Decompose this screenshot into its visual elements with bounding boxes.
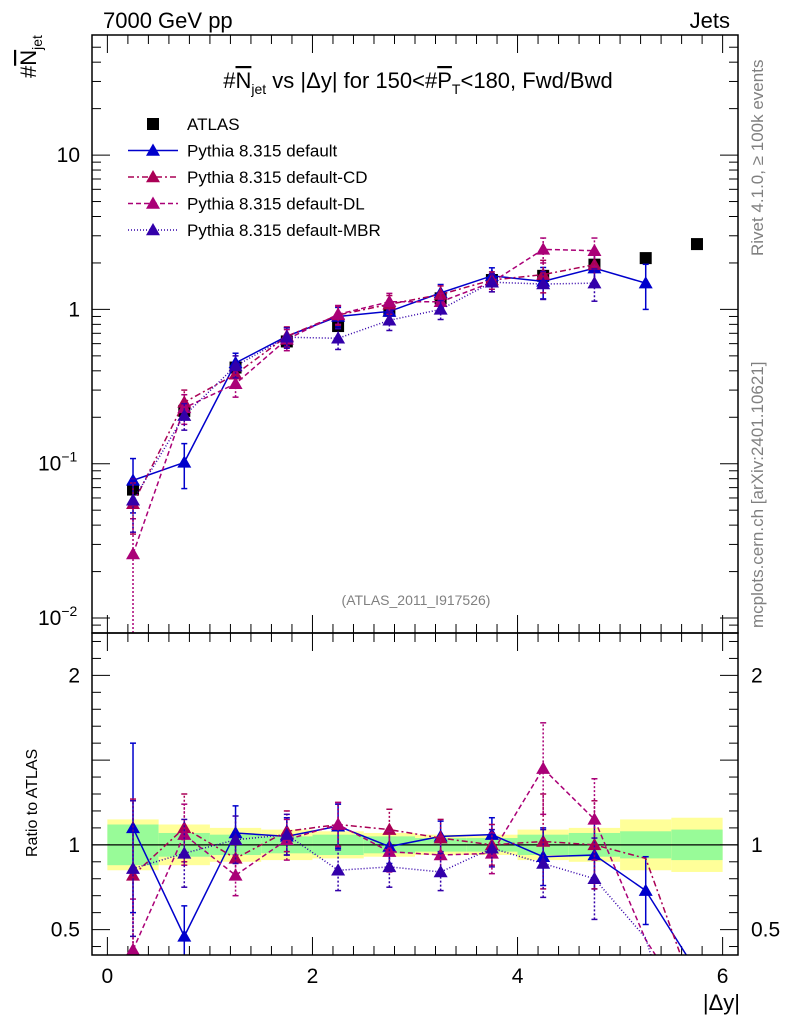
- data-point: [126, 493, 141, 506]
- ratio-line: [132, 823, 682, 955]
- ratio-point: [536, 856, 551, 869]
- legend-marker: [146, 196, 160, 209]
- data-point: [331, 331, 346, 344]
- data-point: [382, 294, 397, 308]
- ratio-ylabel: Ratio to ATLAS: [24, 749, 41, 857]
- data-point: [638, 276, 653, 289]
- ratio-point: [382, 822, 397, 835]
- ratio-plot-layer: 0.5 0.5 1 1 2 2 0 2 4 6: [51, 633, 780, 988]
- legend-label: Pythia 8.315 default: [187, 142, 338, 161]
- series-line: [132, 263, 595, 505]
- data-point: [279, 330, 294, 343]
- ratio-point: [228, 832, 243, 846]
- ratio-point: [536, 761, 551, 774]
- ratio-line: [132, 767, 657, 955]
- ratio-y-tick-label-right: 1: [751, 834, 763, 857]
- ratio-point: [331, 863, 346, 876]
- rivet-label: Rivet 4.1.0, ≥ 100k events: [748, 60, 767, 256]
- ratio-line: [132, 825, 688, 955]
- mcplots-label: mcplots.cern.ch [arXiv:2401.10621]: [748, 362, 767, 628]
- ratio-point: [433, 864, 448, 878]
- legend-marker: [146, 143, 160, 156]
- data-point: [536, 242, 551, 255]
- header-left: 7000 GeV pp: [103, 8, 233, 33]
- ratio-point: [177, 846, 192, 859]
- ratio-point: [587, 871, 602, 884]
- ratio-point: [228, 868, 243, 881]
- ratio-frame: [91, 632, 739, 956]
- series-default: [126, 252, 653, 514]
- data-point: [177, 455, 192, 468]
- x-axis-label: |Δy|: [703, 990, 740, 1015]
- legend-label: Pythia 8.315 default-MBR: [187, 221, 381, 240]
- legend-marker: [146, 170, 160, 183]
- data-point: [433, 302, 448, 315]
- y-tick-label: 10−2: [38, 603, 78, 630]
- data-point: [587, 243, 602, 256]
- ratio-point: [228, 825, 243, 839]
- ratio-point: [638, 883, 653, 896]
- x-tick-label: 0: [102, 965, 114, 988]
- ratio-y-tick-label-right: 0.5: [751, 919, 780, 942]
- main-panel: 10−2 10−1 1 10 #Njet vs |Δy| for 150<#PT<18…: [38, 34, 739, 634]
- ratio-series-mbr: [126, 800, 652, 955]
- ratio-point: [382, 859, 397, 873]
- y-tick-label: 10: [57, 144, 80, 167]
- series-cd: [126, 249, 602, 535]
- ratio-point: [484, 841, 499, 854]
- legend-marker: [146, 223, 160, 236]
- data-point: [177, 408, 192, 421]
- ratio-point: [587, 812, 602, 825]
- data-point: [587, 257, 602, 270]
- ratio-point: [331, 817, 346, 830]
- atlas-point: [690, 238, 703, 251]
- data-point: [484, 275, 499, 288]
- main-title: #Njet vs |Δy| for 150<#PT<180, Fwd/Bwd: [223, 68, 612, 97]
- series-line: [132, 248, 595, 555]
- main-plot-layer: 10−2 10−1 1 10: [38, 34, 738, 634]
- legend-label: Pythia 8.315 default-CD: [187, 168, 368, 187]
- ratio-point: [126, 861, 141, 874]
- x-tick-label: 4: [512, 965, 524, 988]
- ratio-y-tick-label: 1: [68, 834, 80, 857]
- data-point: [587, 276, 602, 289]
- ratio-point: [279, 827, 294, 840]
- ratio-point: [126, 942, 140, 955]
- y-tick-label: 10−1: [38, 449, 78, 476]
- x-tick-label: 2: [307, 965, 319, 988]
- legend: ATLAS Pythia 8.315 default Pythia 8.315 de…: [128, 115, 381, 240]
- data-point: [228, 358, 243, 372]
- ratio-point: [177, 929, 192, 942]
- atlas-point: [639, 252, 652, 265]
- data-point: [536, 277, 551, 290]
- analysis-watermark: (ATLAS_2011_I917526): [342, 592, 491, 608]
- legend-label: ATLAS: [187, 115, 240, 134]
- main-ylabel: #Njet: [16, 35, 45, 78]
- data-point: [228, 376, 243, 389]
- header-right: Jets: [690, 8, 730, 33]
- data-point: [331, 307, 346, 320]
- data-point: [126, 547, 141, 560]
- ratio-line: [132, 833, 652, 955]
- ratio-y-tick-label: 0.5: [51, 919, 80, 942]
- legend-marker: [147, 118, 159, 130]
- ratio-y-tick-label: 2: [68, 664, 80, 687]
- ratio-panel: 0.5 0.5 1 1 2 2 0 2 4 6 Ratio to ATLAS |Δy|: [24, 632, 780, 1015]
- y-tick-label: 1: [68, 298, 80, 321]
- series-atlas: [127, 238, 703, 496]
- data-point: [177, 400, 192, 414]
- data-point: [382, 313, 397, 326]
- x-tick-label: 6: [717, 965, 729, 988]
- ratio-y-tick-label-right: 2: [751, 664, 763, 687]
- series-line: [132, 281, 595, 501]
- legend-label: Pythia 8.315 default-DL: [187, 195, 365, 214]
- series-mbr: [126, 268, 602, 533]
